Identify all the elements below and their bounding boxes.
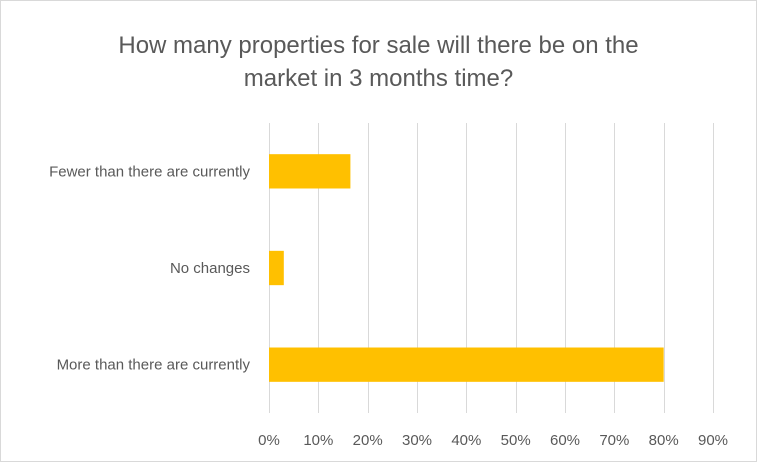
x-tick-label: 60%	[550, 432, 580, 449]
x-tick-label: 20%	[353, 432, 383, 449]
category-label-2: More than there are currently	[57, 357, 251, 374]
x-tick-label: 40%	[451, 432, 481, 449]
bar-2	[269, 347, 664, 382]
chart-title-line-1: How many properties for sale will there …	[118, 32, 639, 59]
x-tick-label: 0%	[258, 432, 280, 449]
x-tick-label: 80%	[649, 432, 679, 449]
category-label-0: Fewer than there are currently	[49, 163, 250, 180]
x-tick-label: 30%	[402, 432, 432, 449]
x-tick-label: 50%	[501, 432, 531, 449]
category-label-1: No changes	[170, 260, 250, 277]
bar-1	[269, 250, 284, 286]
x-tick-label: 10%	[303, 432, 333, 449]
chart-title-line-2: market in 3 months time?	[243, 65, 514, 92]
x-tick-label: 70%	[599, 432, 629, 449]
chart-title: How many properties for sale will there …	[1, 29, 756, 95]
x-tick-label: 90%	[698, 432, 728, 449]
bar-0	[269, 154, 351, 189]
